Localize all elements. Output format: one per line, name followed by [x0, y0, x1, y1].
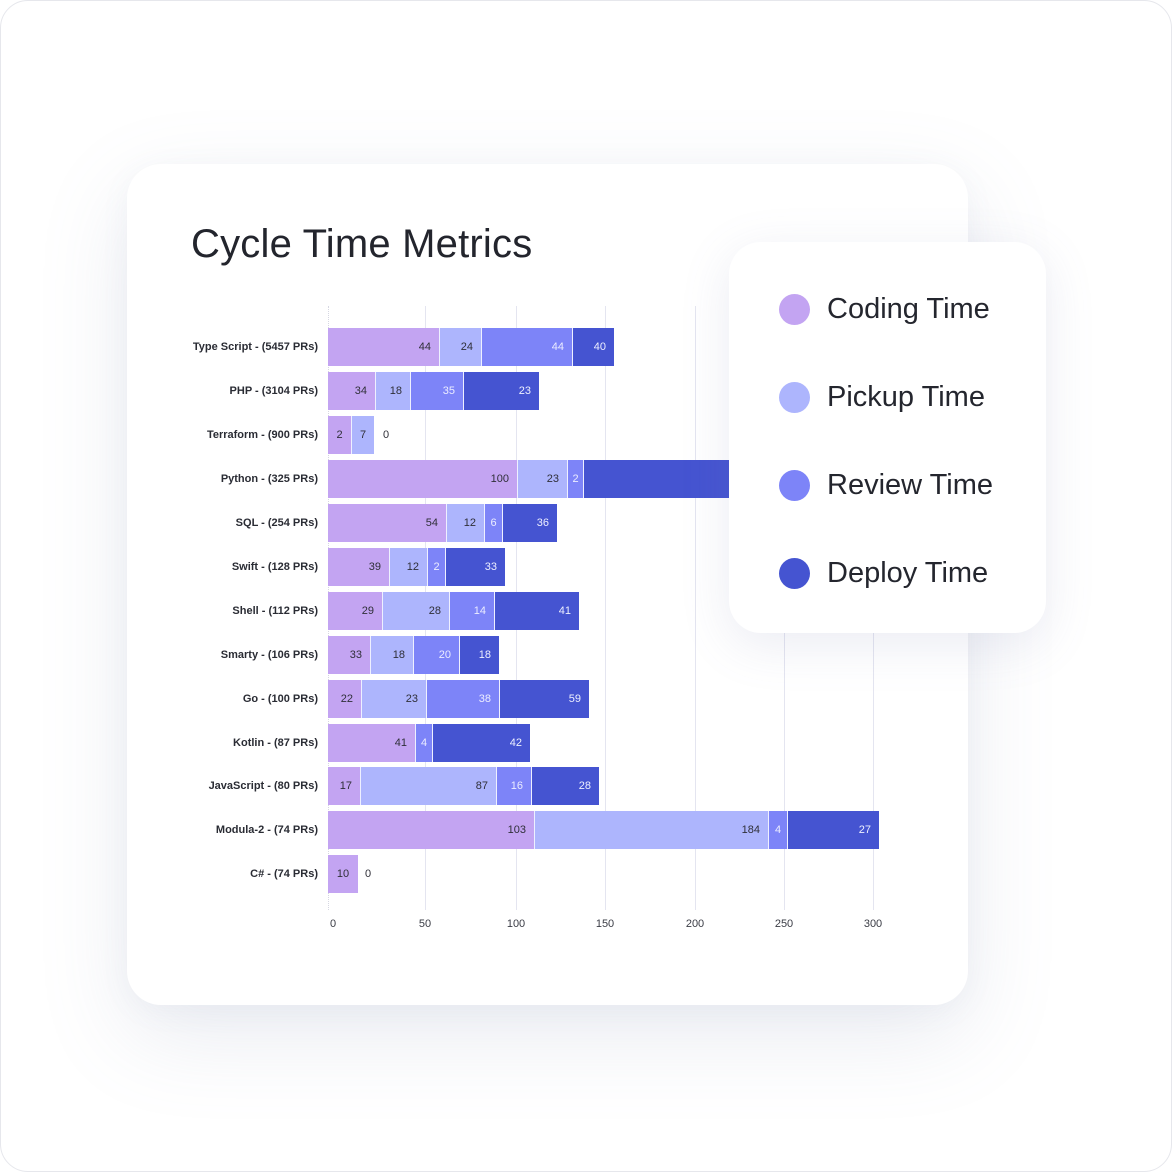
bar-segment-review[interactable]: 44	[481, 328, 572, 366]
bar-segment-deploy[interactable]: 18	[459, 636, 499, 674]
bar-segment-deploy[interactable]	[583, 460, 743, 498]
legend-dot-icon	[779, 557, 810, 589]
bar-segment-pickup[interactable]: 23	[361, 680, 426, 718]
chart-title: Cycle Time Metrics	[191, 222, 533, 266]
row-label: Type Script - (5457 PRs)	[192, 341, 318, 353]
bar-segment-deploy[interactable]: 33	[445, 548, 505, 586]
bar-segment-review[interactable]: 6	[484, 504, 502, 542]
bar-segment-deploy[interactable]: 40	[572, 328, 614, 366]
bar-segment-review[interactable]: 4	[768, 811, 787, 849]
legend-label: Deploy Time	[827, 556, 989, 589]
x-tick: 50	[418, 918, 432, 930]
bar-segment-pickup[interactable]: 87	[360, 767, 496, 805]
row-label: PHP - (3104 PRs)	[229, 385, 318, 397]
bar-segment-coding[interactable]: 10	[328, 855, 358, 893]
bar-segment-review[interactable]: 2	[427, 548, 445, 586]
bar-segment-deploy[interactable]: 36	[502, 504, 557, 542]
legend-item-pickup[interactable]: Pickup Time	[779, 380, 985, 414]
x-tick: 200	[685, 918, 705, 930]
gridline-200	[695, 306, 696, 910]
bar-segment-coding[interactable]: 33	[328, 636, 370, 674]
bar-segment-review[interactable]: 38	[426, 680, 499, 718]
bar-segment-coding[interactable]: 2	[328, 416, 351, 454]
bar-segment-review[interactable]: 2	[567, 460, 583, 498]
bar-segment-coding[interactable]: 100	[328, 460, 517, 498]
x-tick: 150	[595, 918, 615, 930]
legend-dot-icon	[779, 293, 810, 325]
bar-segment-review[interactable]: 20	[413, 636, 459, 674]
bar-segment-pickup[interactable]: 28	[382, 592, 449, 630]
bar-segment-deploy[interactable]: 59	[499, 680, 589, 718]
bar-segment-deploy[interactable]: 27	[787, 811, 879, 849]
bar-segment-review[interactable]: 4	[415, 724, 432, 762]
bar-segment-review[interactable]: 16	[496, 767, 531, 805]
row-label: Smarty - (106 PRs)	[220, 649, 318, 661]
bar-segment-pickup[interactable]: 7	[351, 416, 374, 454]
bar-segment-pickup[interactable]: 23	[517, 460, 567, 498]
row-label: Terraform - (900 PRs)	[206, 429, 318, 441]
legend-item-coding[interactable]: Coding Time	[779, 292, 990, 326]
legend-dot-icon	[779, 381, 810, 413]
row-label: Shell - (112 PRs)	[232, 605, 318, 617]
x-tick: 100	[506, 918, 526, 930]
gridline-150	[605, 306, 606, 910]
bar-segment-pickup[interactable]: 184	[534, 811, 768, 849]
bar-segment-deploy[interactable]: 23	[463, 372, 539, 410]
bar-segment-coding[interactable]: 22	[328, 680, 361, 718]
bar-segment-review[interactable]: 35	[410, 372, 463, 410]
bar-segment-coding[interactable]: 44	[328, 328, 439, 366]
bar-segment-coding[interactable]: 39	[328, 548, 389, 586]
bar-segment-deploy[interactable]: 41	[494, 592, 579, 630]
legend-card: Coding Time Pickup Time Review Time Depl…	[729, 242, 1046, 633]
bar-segment-coding[interactable]: 29	[328, 592, 382, 630]
bar-segment-coding[interactable]: 34	[328, 372, 375, 410]
bar-segment-pickup[interactable]: 18	[375, 372, 410, 410]
row-label: Python - (325 PRs)	[220, 473, 318, 485]
row-label: Modula-2 - (74 PRs)	[215, 824, 318, 836]
bar-segment-review[interactable]: 14	[449, 592, 494, 630]
row-label: Kotlin - (87 PRs)	[233, 737, 318, 749]
bar-segment-coding[interactable]: 41	[328, 724, 415, 762]
row-label: C# - (74 PRs)	[250, 868, 318, 880]
bar-segment-coding[interactable]: 103	[328, 811, 534, 849]
x-tick: 0	[329, 918, 337, 930]
zero-value-label: 0	[383, 429, 390, 441]
legend-label: Pickup Time	[827, 380, 985, 413]
row-label: Swift - (128 PRs)	[231, 561, 318, 573]
x-tick: 250	[774, 918, 794, 930]
bar-segment-pickup[interactable]: 12	[446, 504, 484, 542]
legend-item-review[interactable]: Review Time	[779, 468, 993, 502]
bar-segment-coding[interactable]: 17	[328, 767, 360, 805]
row-label: Go - (100 PRs)	[242, 693, 318, 705]
bar-segment-coding[interactable]: 54	[328, 504, 446, 542]
legend-item-deploy[interactable]: Deploy Time	[779, 556, 988, 590]
legend-dot-icon	[779, 469, 810, 501]
legend-label: Coding Time	[827, 292, 990, 325]
legend-label: Review Time	[827, 468, 993, 501]
row-label: SQL - (254 PRs)	[235, 517, 318, 529]
row-label: JavaScript - (80 PRs)	[208, 780, 318, 792]
bar-segment-pickup[interactable]: 12	[389, 548, 427, 586]
zero-value-label: 0	[365, 868, 372, 880]
x-tick: 300	[863, 918, 883, 930]
bar-segment-deploy[interactable]: 42	[432, 724, 530, 762]
bar-segment-pickup[interactable]: 18	[370, 636, 413, 674]
bar-segment-pickup[interactable]: 24	[439, 328, 481, 366]
bar-segment-deploy[interactable]: 28	[531, 767, 599, 805]
